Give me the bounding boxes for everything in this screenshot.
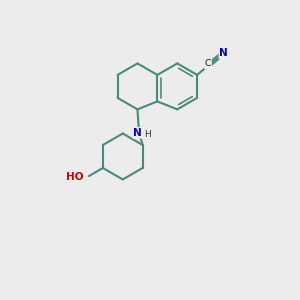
Text: N: N [133, 128, 142, 138]
Text: N: N [219, 48, 228, 58]
Text: HO: HO [66, 172, 83, 182]
Text: H: H [144, 130, 151, 140]
Text: C: C [205, 59, 211, 68]
